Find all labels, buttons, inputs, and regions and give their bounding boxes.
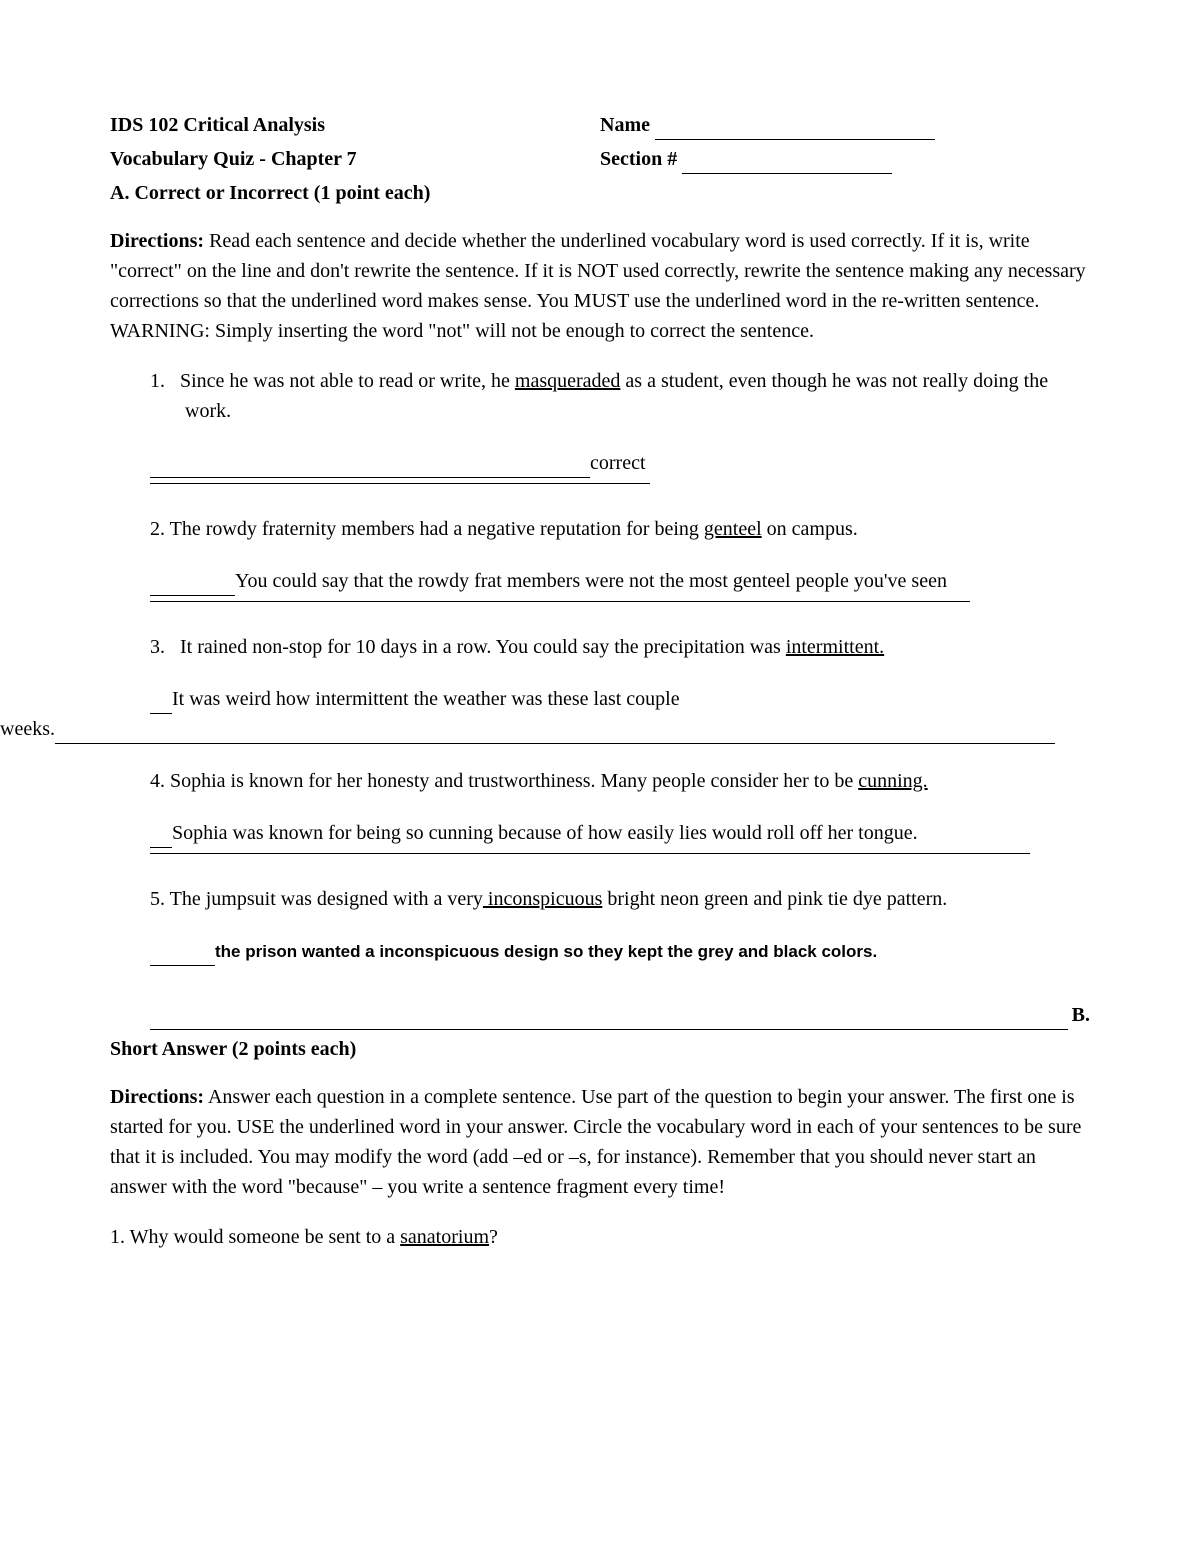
header-row-2: Vocabulary Quiz - Chapter 7 Section #	[110, 144, 1090, 174]
q5-answer: the prison wanted a inconspicuous design…	[215, 942, 877, 961]
question-1-text: 1. Since he was not able to read or writ…	[150, 366, 1090, 426]
section-a-directions: Directions: Read each sentence and decid…	[110, 226, 1090, 346]
q2-post: on campus.	[762, 518, 858, 540]
q2-num: 2.	[150, 518, 165, 540]
q3-weeks: weeks.	[0, 718, 55, 740]
name-field: Name	[600, 110, 1090, 140]
section-b-q1: 1. Why would someone be sent to a sanato…	[110, 1222, 1090, 1252]
section-blank[interactable]	[682, 173, 892, 174]
question-5: 5. The jumpsuit was designed with a very…	[150, 884, 1090, 966]
name-blank[interactable]	[655, 139, 935, 140]
q5-pre: The jumpsuit was designed with a very	[170, 888, 483, 910]
b-q1-word: sanatorium	[400, 1226, 489, 1248]
question-1: 1. Since he was not able to read or writ…	[150, 366, 1090, 484]
name-label: Name	[600, 114, 650, 136]
q1-num: 1.	[150, 370, 165, 392]
section-b-letter: B.	[1072, 1000, 1090, 1030]
q5-word: inconspicuous	[483, 888, 602, 910]
question-2: 2. The rowdy fraternity members had a ne…	[150, 514, 1090, 602]
q4-pre: Sophia is known for her honesty and trus…	[170, 770, 858, 792]
course-title: IDS 102 Critical Analysis	[110, 110, 600, 140]
header-row-1: IDS 102 Critical Analysis Name	[110, 110, 1090, 140]
q5-post: bright neon green and pink tie dye patte…	[602, 888, 947, 910]
q1-blank[interactable]	[150, 477, 590, 478]
question-5-text: 5. The jumpsuit was designed with a very…	[150, 884, 1090, 914]
q2-word: genteel	[704, 518, 762, 540]
question-4: 4. Sophia is known for her honesty and t…	[150, 766, 1090, 854]
q3-answer-area: It was weird how intermittent the weathe…	[150, 684, 1090, 714]
q5-blank[interactable]	[150, 965, 215, 966]
section-b-directions: Directions: Answer each question in a co…	[110, 1082, 1090, 1202]
q4-blank[interactable]	[150, 847, 172, 848]
directions-label: Directions:	[110, 230, 204, 252]
q3-word: intermittent.	[786, 636, 884, 658]
q3-pre: It rained non-stop for 10 days in a row.…	[180, 636, 786, 658]
section-field: Section #	[600, 144, 1090, 174]
q3-weeks-line: weeks.	[0, 714, 1090, 744]
q2-answer-area: You could say that the rowdy frat member…	[150, 566, 1090, 602]
q5-answer-area: the prison wanted a inconspicuous design…	[150, 936, 1090, 966]
section-b-title: Short Answer (2 points each)	[110, 1034, 1090, 1064]
q1-answer: correct	[590, 452, 646, 474]
q4-answer: Sophia was known for being so cunning be…	[172, 822, 918, 844]
quiz-title: Vocabulary Quiz - Chapter 7	[110, 144, 600, 174]
question-2-text: 2. The rowdy fraternity members had a ne…	[150, 514, 1090, 544]
q2-pre: The rowdy fraternity members had a negat…	[170, 518, 704, 540]
q4-word: cunning.	[858, 770, 927, 792]
q2-blank-2[interactable]	[150, 601, 970, 602]
question-3-text: 3. It rained non-stop for 10 days in a r…	[150, 632, 1090, 662]
q2-blank[interactable]	[150, 595, 235, 596]
q1-pre: Since he was not able to read or write, …	[180, 370, 515, 392]
question-3: 3. It rained non-stop for 10 days in a r…	[150, 632, 1090, 714]
q1-word: masqueraded	[515, 370, 621, 392]
q4-blank-2[interactable]	[150, 853, 1030, 854]
q3-num: 3.	[150, 636, 165, 658]
section-b-divider: B.	[150, 1000, 1090, 1030]
q4-num: 4.	[150, 770, 165, 792]
b-q1-pre: 1. Why would someone be sent to a	[110, 1226, 400, 1248]
q4-answer-area: Sophia was known for being so cunning be…	[150, 818, 1090, 854]
directions-label-b: Directions:	[110, 1086, 204, 1108]
section-label: Section #	[600, 148, 677, 170]
section-a-title: A. Correct or Incorrect (1 point each)	[110, 178, 1090, 208]
directions-text: Read each sentence and decide whether th…	[110, 230, 1086, 342]
section-b-line	[150, 1029, 1068, 1030]
q2-answer: You could say that the rowdy frat member…	[235, 570, 947, 592]
b-q1-post: ?	[489, 1226, 498, 1248]
q3-answer-pre: It was weird how intermittent the weathe…	[172, 688, 680, 710]
q1-blank-2[interactable]	[150, 483, 650, 484]
q3-weeks-blank[interactable]	[55, 743, 1055, 744]
q1-answer-area: correct	[150, 448, 1090, 484]
question-4-text: 4. Sophia is known for her honesty and t…	[150, 766, 1090, 796]
directions-text-b: Answer each question in a complete sente…	[110, 1086, 1081, 1198]
q5-num: 5.	[150, 888, 165, 910]
